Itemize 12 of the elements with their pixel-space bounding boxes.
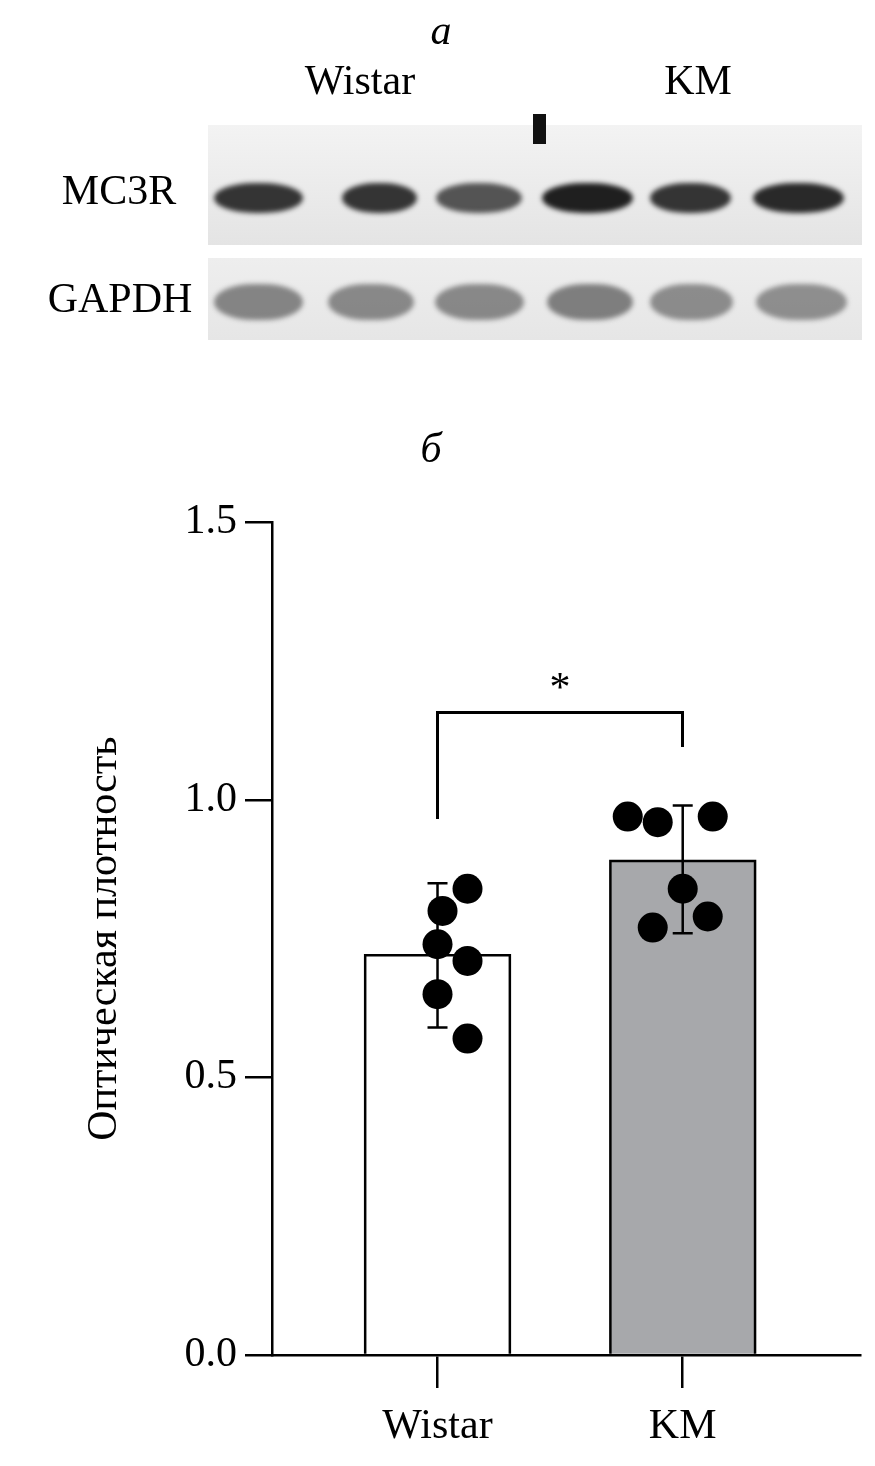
y-axis-title: Оптическая плотность [79,736,126,1141]
annotation: * [549,663,571,710]
text: Wistar [304,57,416,103]
text: а [430,7,452,53]
y-tick-label: 1.5 [184,496,237,543]
text: KM [664,57,732,103]
y-tick-label: 0.0 [184,1329,237,1376]
text: GAPDH [47,275,193,321]
chart-title: б [420,425,444,472]
y-tick-label: 1.0 [184,773,237,820]
y-tick-label: 0.5 [184,1051,237,1098]
text: MC3R [61,167,177,213]
